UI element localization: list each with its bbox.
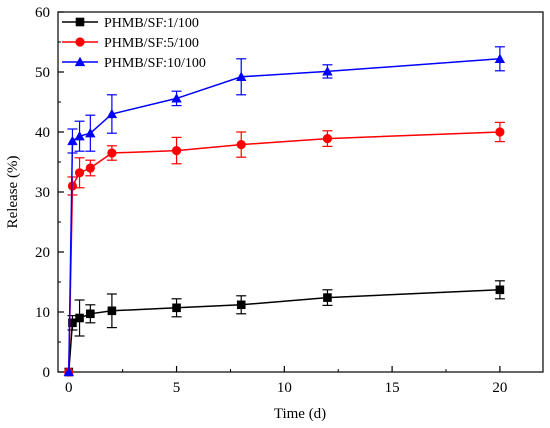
data-point (75, 313, 84, 323)
legend: PHMB/SF:1/100 PHMB/SF:5/100 PHMB/SF:10/100 (62, 16, 206, 71)
data-point (74, 131, 85, 141)
y-tick-label: 20 (35, 245, 50, 261)
data-point (322, 66, 333, 76)
legend-label: PHMB/SF:10/100 (104, 56, 206, 71)
y-tick-label: 60 (35, 5, 50, 21)
data-point (68, 318, 77, 328)
data-point (74, 168, 85, 178)
data-point (106, 108, 118, 119)
y-tick-label: 10 (35, 305, 50, 321)
x-tick-label: 20 (492, 380, 507, 396)
data-point (85, 128, 96, 138)
legend-label: PHMB/SF:5/100 (104, 36, 199, 51)
legend-marker (75, 37, 85, 47)
data-point (495, 285, 505, 295)
x-axis: 0 5 10 15 20 (65, 366, 507, 396)
legend-marker (74, 56, 86, 67)
data-point (171, 146, 182, 156)
x-tick-label: 10 (277, 380, 292, 396)
legend-marker (75, 17, 85, 27)
y-tick-label: 0 (43, 365, 51, 381)
data-point (172, 303, 181, 313)
data-point (322, 134, 333, 144)
data-point (236, 140, 246, 150)
legend-item-3: PHMB/SF:10/100 (62, 56, 206, 71)
x-tick-label: 15 (385, 380, 400, 396)
y-axis: 0 10 20 30 40 50 60 (35, 5, 64, 381)
series-line (68, 289, 500, 373)
data-point (495, 127, 505, 137)
y-tick-label: 30 (35, 185, 50, 201)
series-2 (64, 121, 505, 377)
data-point (67, 135, 78, 146)
legend-item-1: PHMB/SF:1/100 (62, 16, 199, 31)
data-point (236, 300, 246, 310)
data-point (86, 309, 95, 319)
data-point (107, 306, 117, 316)
series-3 (63, 46, 506, 377)
data-point (236, 71, 247, 81)
data-point (85, 163, 95, 173)
y-axis-title: Release (%) (5, 156, 21, 229)
x-axis-title: Time (d) (274, 406, 326, 422)
data-point (63, 366, 74, 377)
y-tick-label: 40 (35, 125, 50, 141)
data-point (171, 93, 182, 103)
x-tick-label: 0 (65, 380, 73, 396)
legend-item-2: PHMB/SF:5/100 (62, 36, 199, 51)
x-tick-label: 5 (173, 380, 181, 396)
data-point (107, 148, 117, 158)
data-point (323, 293, 332, 302)
series-layer (63, 46, 506, 377)
y-tick-label: 50 (35, 65, 50, 81)
legend-label: PHMB/SF:1/100 (104, 16, 199, 31)
series-line (68, 58, 500, 373)
series-line (68, 131, 500, 373)
data-point (494, 53, 506, 63)
series-1 (64, 280, 505, 377)
